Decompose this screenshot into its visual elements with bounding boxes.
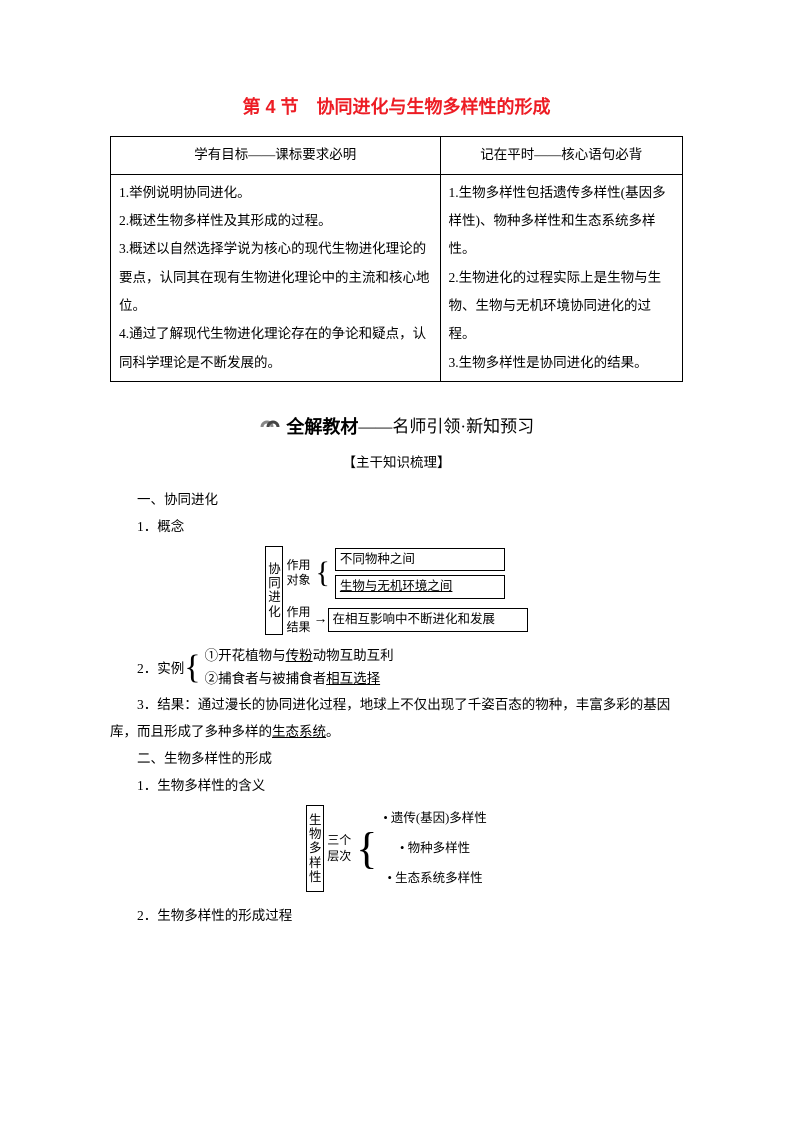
rings-icon bbox=[259, 419, 281, 435]
sec1-heading: 一、协同进化 bbox=[110, 486, 683, 513]
table-cell-left: 1.举例说明协同进化。 2.概述生物多样性及其形成的过程。 3.概述以自然选择学… bbox=[111, 174, 441, 381]
arrow-icon: → bbox=[314, 607, 328, 634]
diagram1-mid-bot2: 结果 bbox=[286, 620, 310, 635]
example-line-1: ①开花植物与传粉动物互助互利 bbox=[205, 645, 394, 668]
example-label: 2．实例 bbox=[137, 655, 184, 682]
diagram2-mid2: 层次 bbox=[327, 849, 351, 864]
sec1-p1: 1．概念 bbox=[110, 513, 683, 540]
example-line-2: ②捕食者与被捕食者相互选择 bbox=[205, 668, 394, 691]
diagram1-mid-top1: 作用 bbox=[286, 558, 310, 573]
diagram2-vlabel: 生物多样性 bbox=[306, 805, 324, 892]
table-header-left: 学有目标——课标要求必明 bbox=[111, 137, 441, 174]
brace-icon: { bbox=[184, 651, 204, 685]
sec1-p3: 3．结果：通过漫长的协同进化过程，地球上不仅出现了千姿百态的物种，丰富多彩的基因… bbox=[110, 691, 683, 745]
table-header-right: 记在平时——核心语句必背 bbox=[440, 137, 682, 174]
diagram1-box2: 生物与无机环境之间 bbox=[335, 575, 505, 599]
section-banner: 全解教材——名师引领·新知预习 bbox=[110, 410, 683, 444]
diagram1-box3: 在相互影响中不断进化和发展 bbox=[328, 608, 528, 632]
page-title: 第 4 节 协同进化与生物多样性的形成 bbox=[110, 90, 683, 124]
banner-strong: 全解教材 bbox=[286, 417, 358, 437]
table-cell-right: 1.生物多样性包括遗传多样性(基因多样性)、物种多样性和生态系统多样性。 2.生… bbox=[440, 174, 682, 381]
diagram2-b3: 生态系统多样性 bbox=[383, 867, 486, 891]
diagram2-mid1: 三个 bbox=[327, 833, 351, 848]
diagram-coevolution: 协同进化 作用 对象 { 不同物种之间 生物与无机环境之间 作用 bbox=[110, 546, 683, 635]
sec2-p1: 1．生物多样性的含义 bbox=[110, 772, 683, 799]
diagram2-b2: 物种多样性 bbox=[383, 837, 486, 861]
diagram2-b1: 遗传(基因)多样性 bbox=[383, 807, 486, 831]
sec2-heading: 二、生物多样性的形成 bbox=[110, 745, 683, 772]
diagram1-mid-bot1: 作用 bbox=[286, 605, 310, 620]
diagram-biodiversity: 生物多样性 三个 层次 { 遗传(基因)多样性 物种多样性 生态系统多样性 bbox=[110, 805, 683, 892]
brace-icon: { bbox=[314, 558, 332, 588]
diagram1-vlabel: 协同进化 bbox=[265, 546, 283, 635]
diagram1-box1: 不同物种之间 bbox=[335, 548, 505, 572]
sub-header: 【主干知识梳理】 bbox=[110, 450, 683, 476]
banner-dash: —— bbox=[358, 417, 392, 436]
sec2-p2: 2．生物多样性的形成过程 bbox=[110, 902, 683, 929]
banner-sub: 名师引领·新知预习 bbox=[392, 417, 534, 436]
sec1-examples: 2．实例 { ①开花植物与传粉动物互助互利 ②捕食者与被捕食者相互选择 bbox=[110, 645, 683, 691]
brace-icon: { bbox=[354, 827, 379, 871]
objectives-table: 学有目标——课标要求必明 记在平时——核心语句必背 1.举例说明协同进化。 2.… bbox=[110, 136, 683, 382]
diagram1-mid-top2: 对象 bbox=[286, 573, 310, 588]
